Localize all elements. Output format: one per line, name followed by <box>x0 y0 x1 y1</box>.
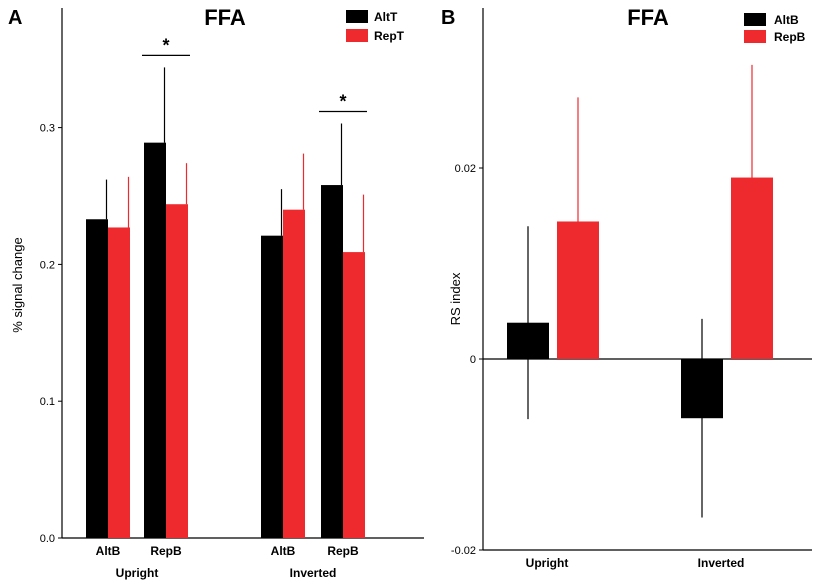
panel-a-category-label: RepB <box>327 544 359 558</box>
panel-a-significance-star: * <box>162 35 169 55</box>
panel-a-bar <box>166 204 188 538</box>
panel-b-legend: AltB RepB <box>744 13 806 44</box>
panel-b-y-tick-label: 0 <box>470 354 476 366</box>
panel-a-letter: A <box>8 7 22 29</box>
panel-a-group-label: Inverted <box>290 566 337 580</box>
panel-a: A FFA % signal change 0.0 0.1 0.2 0.3 Uprigh… <box>8 5 424 580</box>
panel-a-title: FFA <box>204 5 246 30</box>
panel-a-y-axis-label: % signal change <box>10 237 25 332</box>
panel-b-letter: B <box>441 7 455 29</box>
panel-b-y-tick-label: 0.02 <box>455 163 476 175</box>
panel-a-y-tick-label: 0.1 <box>40 396 55 408</box>
panel-a-y-tick-label: 0.2 <box>40 259 55 271</box>
legend-swatch-repb <box>744 30 766 43</box>
panel-a-bar <box>144 142 166 538</box>
panel-a-bar <box>261 235 283 538</box>
panel-a-y-tick-label: 0.3 <box>40 123 55 135</box>
panel-a-legend: AltT RepT <box>346 10 405 43</box>
panel-b: B FFA RS index -0.02 0 0.02 Upright Inverted… <box>441 5 812 570</box>
panel-a-category-label: RepB <box>150 544 182 558</box>
panel-a-category-label: AltB <box>271 544 296 558</box>
legend-label-altt: AltT <box>374 10 398 24</box>
panel-a-axes: 0.0 0.1 0.2 0.3 Upright AltB RepB Inverted AltB R… <box>40 8 424 580</box>
legend-label-altb: AltB <box>774 13 799 27</box>
panel-a-category-label: AltB <box>96 544 121 558</box>
panel-a-significance-star: * <box>339 91 346 111</box>
panel-b-category-label: Inverted <box>698 556 745 570</box>
panel-a-bar <box>283 209 305 538</box>
panel-b-category-label: Upright <box>526 556 569 570</box>
legend-label-rept: RepT <box>374 29 405 43</box>
panel-b-y-axis-label: RS index <box>448 272 463 325</box>
legend-swatch-altt <box>346 10 368 23</box>
legend-swatch-rept <box>346 29 368 42</box>
legend-label-repb: RepB <box>774 30 806 44</box>
panel-b-axes: -0.02 0 0.02 Upright Inverted <box>451 8 812 570</box>
panel-a-bar <box>86 219 108 539</box>
panel-a-group-label: Upright <box>116 566 159 580</box>
panel-b-y-tick-label: -0.02 <box>451 545 476 557</box>
panel-a-bar <box>321 185 343 538</box>
panel-b-title: FFA <box>627 5 669 30</box>
panel-a-bar <box>108 227 130 539</box>
panel-a-y-tick-label: 0.0 <box>40 533 55 545</box>
panel-a-bars: ** <box>86 35 367 539</box>
panel-a-bar <box>343 252 365 538</box>
legend-swatch-altb <box>744 13 766 26</box>
panel-b-bars <box>507 64 773 518</box>
